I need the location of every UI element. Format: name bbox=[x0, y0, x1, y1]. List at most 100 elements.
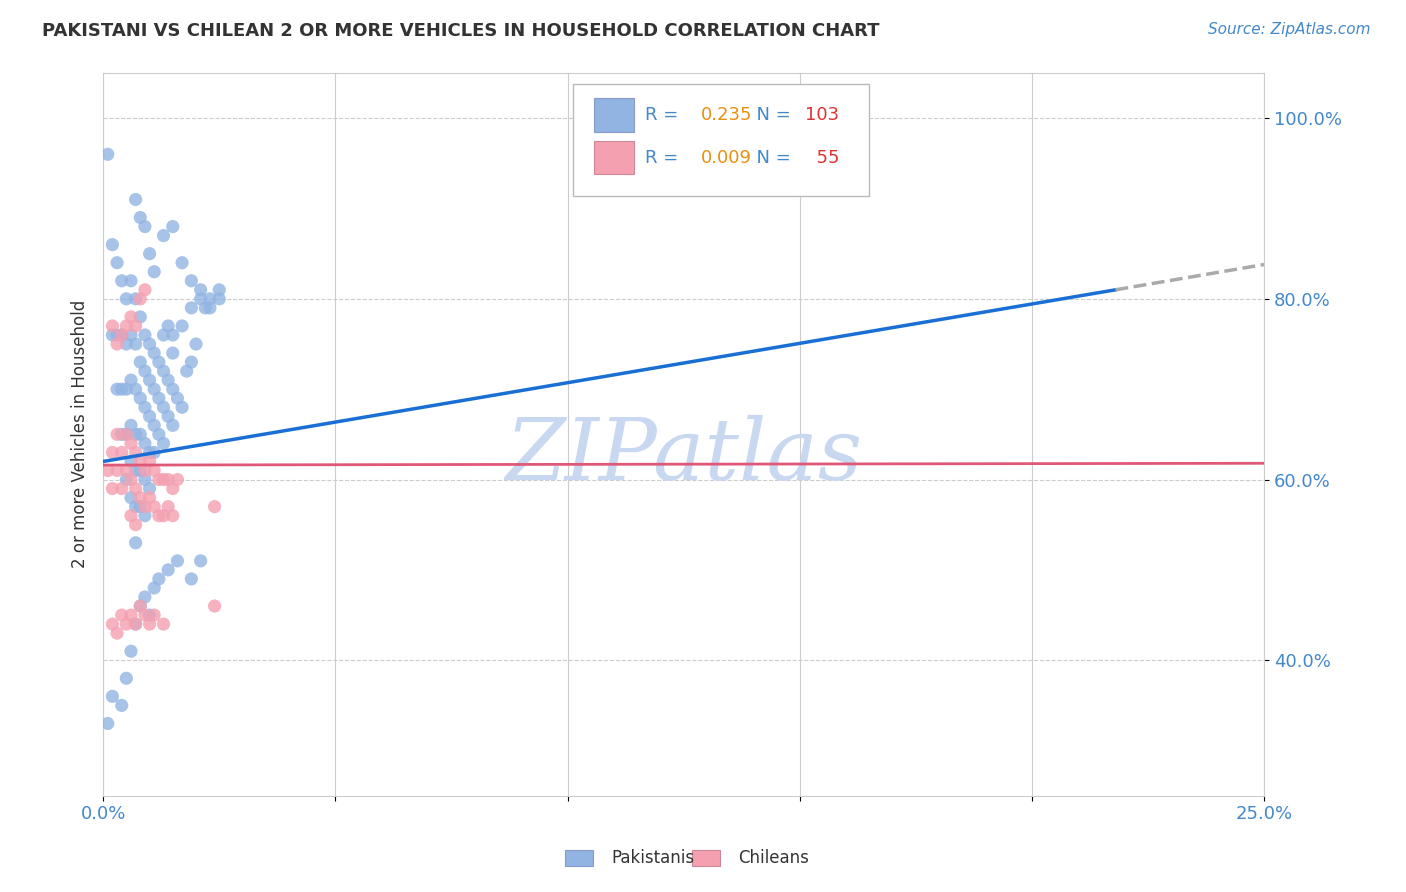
Point bbox=[134, 436, 156, 450]
Point bbox=[180, 572, 202, 586]
Point bbox=[143, 608, 166, 623]
Text: R =: R = bbox=[645, 149, 685, 167]
Point bbox=[134, 364, 156, 378]
Text: 55: 55 bbox=[806, 149, 839, 167]
Point bbox=[124, 617, 146, 632]
Point bbox=[176, 364, 198, 378]
Point bbox=[120, 274, 142, 288]
Point bbox=[157, 409, 180, 424]
Point bbox=[157, 373, 180, 387]
Point bbox=[124, 482, 146, 496]
Point bbox=[152, 436, 174, 450]
Point bbox=[120, 473, 142, 487]
Point bbox=[101, 482, 124, 496]
Point bbox=[152, 617, 174, 632]
Text: Pakistanis: Pakistanis bbox=[612, 849, 695, 867]
Point bbox=[138, 246, 160, 260]
Point bbox=[105, 463, 128, 477]
Point bbox=[138, 617, 160, 632]
Point bbox=[143, 581, 166, 595]
Point bbox=[129, 491, 152, 505]
Y-axis label: 2 or more Vehicles in Household: 2 or more Vehicles in Household bbox=[72, 301, 89, 568]
Point bbox=[138, 409, 160, 424]
Point bbox=[129, 310, 152, 324]
Point bbox=[120, 644, 142, 658]
Point bbox=[120, 436, 142, 450]
Point bbox=[101, 617, 124, 632]
Point bbox=[148, 572, 170, 586]
Point bbox=[124, 292, 146, 306]
Point bbox=[129, 454, 152, 468]
Bar bbox=[565, 850, 593, 866]
Point bbox=[143, 265, 166, 279]
Point bbox=[162, 346, 184, 360]
Point bbox=[148, 391, 170, 405]
Point bbox=[115, 427, 138, 442]
Point bbox=[111, 698, 134, 713]
Point bbox=[157, 563, 180, 577]
Point bbox=[111, 427, 134, 442]
Point bbox=[115, 473, 138, 487]
Point bbox=[111, 482, 134, 496]
Point bbox=[124, 463, 146, 477]
Point bbox=[143, 346, 166, 360]
Point bbox=[97, 463, 120, 477]
Point bbox=[208, 292, 231, 306]
Point bbox=[124, 337, 146, 351]
Point bbox=[120, 373, 142, 387]
Point bbox=[148, 473, 170, 487]
Point bbox=[162, 328, 184, 343]
Point bbox=[120, 310, 142, 324]
Point bbox=[198, 292, 221, 306]
Text: Source: ZipAtlas.com: Source: ZipAtlas.com bbox=[1208, 22, 1371, 37]
Point bbox=[105, 337, 128, 351]
FancyBboxPatch shape bbox=[574, 84, 869, 196]
Point bbox=[204, 500, 226, 514]
Point bbox=[143, 418, 166, 433]
Point bbox=[120, 454, 142, 468]
Point bbox=[194, 301, 217, 315]
Point bbox=[162, 508, 184, 523]
Point bbox=[101, 690, 124, 704]
Point bbox=[111, 382, 134, 396]
Point bbox=[152, 401, 174, 415]
Point bbox=[120, 328, 142, 343]
Point bbox=[124, 517, 146, 532]
Point bbox=[134, 473, 156, 487]
Point bbox=[124, 536, 146, 550]
Point bbox=[180, 355, 202, 369]
Point bbox=[120, 491, 142, 505]
Point bbox=[129, 599, 152, 613]
Point bbox=[138, 373, 160, 387]
Point bbox=[162, 219, 184, 234]
Point bbox=[101, 445, 124, 459]
Point bbox=[180, 301, 202, 315]
Point bbox=[138, 445, 160, 459]
Point bbox=[101, 328, 124, 343]
Point bbox=[120, 508, 142, 523]
Point bbox=[115, 318, 138, 333]
Point bbox=[124, 427, 146, 442]
Point bbox=[148, 355, 170, 369]
Text: N =: N = bbox=[745, 149, 797, 167]
Point bbox=[190, 283, 212, 297]
Point bbox=[129, 500, 152, 514]
Point bbox=[166, 554, 188, 568]
Point bbox=[97, 147, 120, 161]
Point bbox=[111, 608, 134, 623]
Point bbox=[134, 590, 156, 604]
Point bbox=[166, 473, 188, 487]
Point bbox=[115, 427, 138, 442]
Point bbox=[115, 671, 138, 685]
Point bbox=[157, 500, 180, 514]
FancyBboxPatch shape bbox=[595, 141, 634, 174]
Point bbox=[170, 256, 193, 270]
Text: ZIPatlas: ZIPatlas bbox=[505, 415, 862, 498]
Point bbox=[124, 500, 146, 514]
Text: 0.009: 0.009 bbox=[702, 149, 752, 167]
Point bbox=[204, 599, 226, 613]
Point bbox=[166, 391, 188, 405]
Point bbox=[162, 482, 184, 496]
Point bbox=[184, 337, 207, 351]
Point bbox=[148, 427, 170, 442]
